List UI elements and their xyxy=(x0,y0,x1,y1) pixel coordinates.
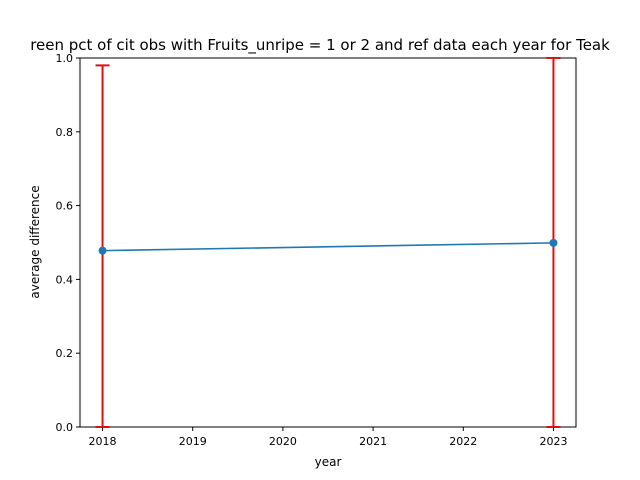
data-point xyxy=(549,238,558,247)
y-axis-label: average difference xyxy=(28,185,42,298)
y-tick-label: 1.0 xyxy=(56,52,74,65)
chart-title: reen pct of cit obs with Fruits_unripe =… xyxy=(30,36,610,55)
x-axis: 2018 2019 2020 2021 2022 2023 xyxy=(89,427,567,448)
y-tick-label: 0.4 xyxy=(56,273,74,286)
y-tick-label: 0.0 xyxy=(56,421,74,434)
x-tick-label: 2023 xyxy=(539,435,567,448)
x-tick-label: 2019 xyxy=(179,435,207,448)
series-line xyxy=(102,242,554,252)
data-point xyxy=(98,246,107,255)
data-series xyxy=(95,57,561,428)
x-tick-label: 2018 xyxy=(89,435,117,448)
x-tick-label: 2022 xyxy=(449,435,477,448)
x-tick-label: 2020 xyxy=(269,435,297,448)
y-tick-label: 0.6 xyxy=(56,200,74,213)
plot-area xyxy=(79,57,577,428)
x-axis-label: year xyxy=(315,455,342,469)
x-tick-label: 2021 xyxy=(359,435,387,448)
y-axis: 0.0 0.2 0.4 0.6 0.8 1.0 xyxy=(56,52,80,434)
y-tick-label: 0.8 xyxy=(56,126,74,139)
y-tick-label: 0.2 xyxy=(56,347,74,360)
